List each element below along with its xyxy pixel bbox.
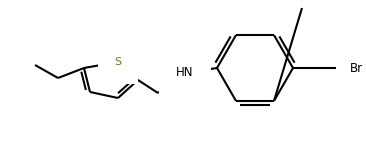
Text: HN: HN <box>176 66 194 80</box>
Text: Br: Br <box>350 61 363 75</box>
Text: S: S <box>115 57 122 67</box>
